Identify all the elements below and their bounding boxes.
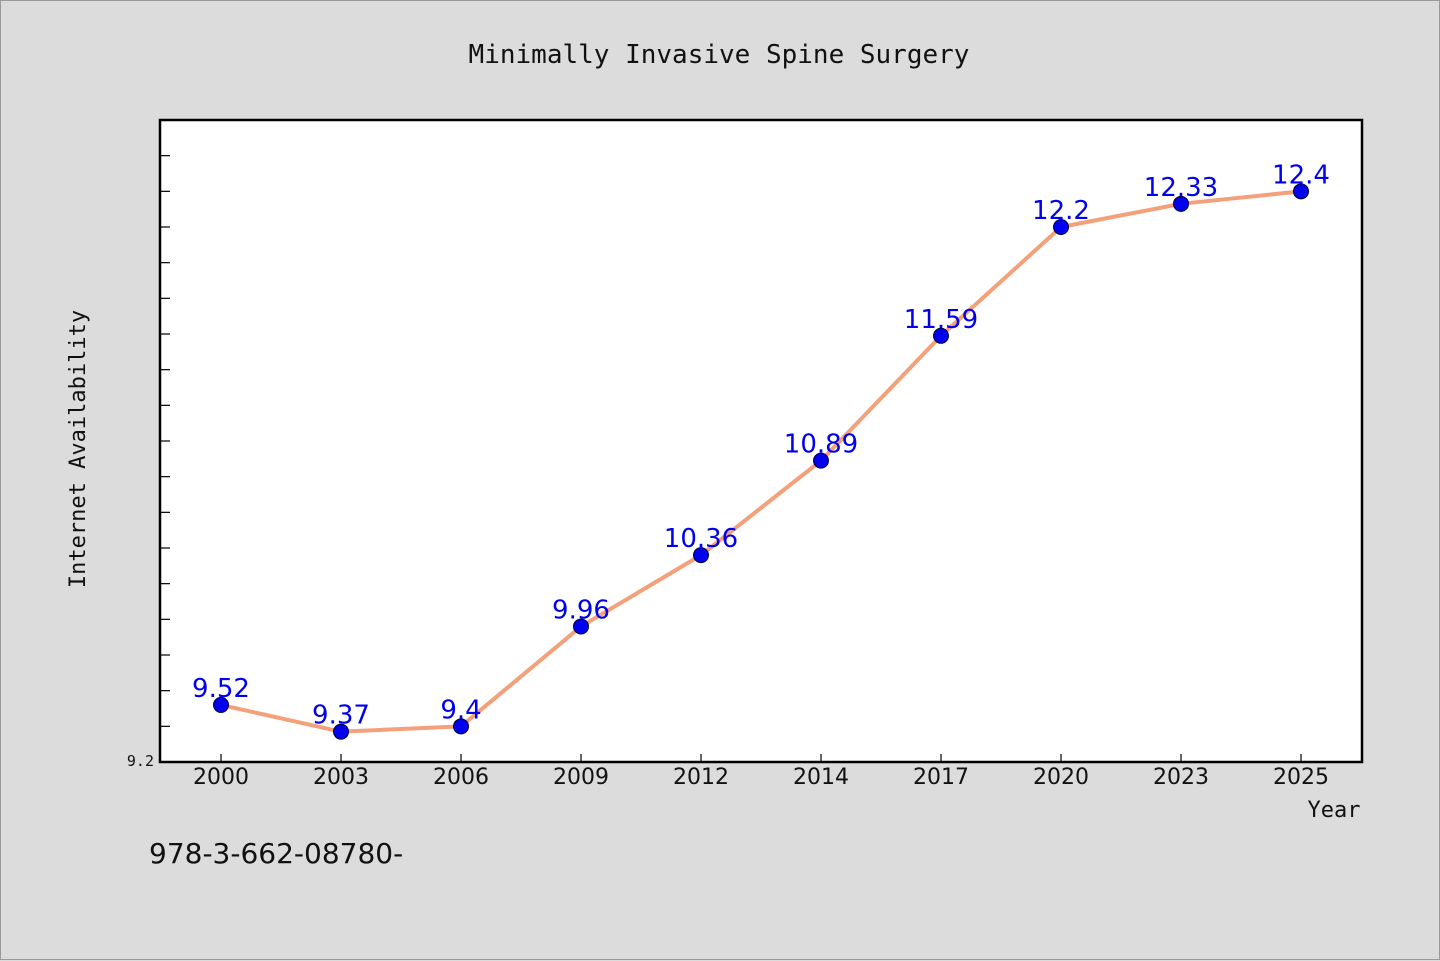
data-point: [213, 696, 229, 713]
footnote-isbn: 978-3-662-08780-: [149, 837, 403, 870]
data-point: [933, 327, 949, 344]
data-point: [333, 723, 349, 740]
x-tick-label: 2014: [793, 765, 849, 790]
data-point: [1293, 183, 1309, 200]
plot-area: [158, 118, 1364, 764]
x-tick-label: 2006: [433, 765, 489, 790]
x-tick-label: 2025: [1273, 765, 1329, 790]
data-label: 9.52: [192, 674, 250, 704]
data-label: 12.33: [1144, 173, 1218, 203]
data-label: 9.96: [552, 595, 610, 625]
x-axis-ticks: 2000 2003 2006 2009 2012 2014 2017 2020 2023 2025: [193, 754, 1329, 790]
data-point: [813, 452, 829, 469]
y-axis-label: Internet Availability: [66, 310, 91, 588]
data-point: [453, 718, 469, 735]
x-tick-label: 2017: [913, 765, 969, 790]
x-axis-label: Year: [1308, 798, 1361, 823]
x-tick-label: 2000: [193, 765, 249, 790]
series-line: [220, 189, 1302, 734]
x-tick-label: 2023: [1153, 765, 1209, 790]
data-point: [693, 547, 709, 564]
chart-title: Minimally Invasive Spine Surgery: [469, 40, 970, 70]
data-point: [573, 618, 589, 635]
data-label: 9.4: [440, 695, 481, 725]
data-label: 12.4: [1272, 160, 1330, 190]
y-axis-ticks: [160, 119, 170, 763]
data-label: 11.59: [904, 305, 978, 335]
x-tick-label: 2020: [1033, 765, 1089, 790]
data-label: 10.36: [664, 524, 738, 554]
data-label: 10.89: [784, 430, 858, 460]
data-label: 12.2: [1032, 196, 1090, 226]
x-tick-label: 2003: [313, 765, 369, 790]
x-tick-label: 2012: [673, 765, 729, 790]
data-point: [1053, 219, 1069, 235]
data-label: 9.37: [312, 701, 370, 731]
y-tick-label-min: 9.2: [127, 752, 154, 770]
data-point: [1173, 195, 1189, 212]
series-layer: 9.52 9.37 9.4 9.96 10.36 10.89 11.59 12.2 12.33 1…: [192, 160, 1330, 740]
x-tick-label: 2009: [553, 765, 609, 790]
